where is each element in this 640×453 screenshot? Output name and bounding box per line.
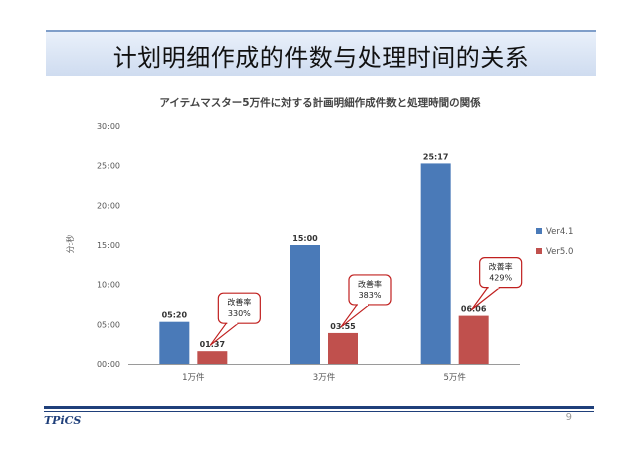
legend-label: Ver4.1 — [546, 227, 573, 237]
callout-box — [479, 257, 523, 289]
y-tick-label: 20:00 — [97, 201, 120, 210]
bar-value-label: 05:20 — [162, 311, 188, 320]
bar — [290, 245, 320, 364]
callout-box — [348, 274, 392, 306]
y-tick-label: 15:00 — [97, 241, 120, 250]
footer-rule-thin — [44, 411, 594, 412]
bar — [197, 351, 228, 364]
callout-text: 330% — [228, 309, 251, 318]
footer-rule-thick — [44, 406, 594, 409]
bar — [458, 315, 489, 364]
bar-value-label: 25:17 — [423, 152, 448, 161]
bar — [159, 321, 190, 364]
improvement-callout: 改善率 330% — [209, 292, 261, 346]
improvement-callout: 改善率 429% — [471, 257, 523, 311]
bar-value-label: 01:37 — [200, 340, 225, 349]
y-axis-label: 分:秒 — [65, 235, 75, 254]
bar-value-label: 03:55 — [330, 322, 356, 331]
callout-box — [217, 292, 261, 324]
callout-text: 改善率 — [227, 297, 251, 307]
callout-text: 改善率 — [489, 262, 513, 272]
brand-logo: TPiCS — [44, 414, 82, 427]
legend-swatch — [536, 228, 542, 234]
x-category-label: 1万件 — [182, 372, 205, 383]
improvement-callout: 改善率 383% — [340, 274, 392, 328]
page-number: 9 — [565, 412, 572, 423]
x-axis: 1万件 3万件 5万件 — [128, 364, 520, 383]
y-tick-label: 30:00 — [97, 122, 120, 131]
callout-text: 429% — [489, 274, 512, 283]
bars: 05:20 15:00 25:17 01:37 03:55 06:06 — [159, 152, 489, 364]
callout-joint — [227, 321, 238, 325]
y-tick-label: 00:00 — [97, 360, 120, 369]
y-tick-label: 10:00 — [97, 281, 120, 290]
slide-title: 计划明细作成的件数与处理时间的关系 — [112, 44, 530, 72]
bar — [420, 163, 451, 364]
callout-joint — [358, 302, 368, 306]
x-category-label: 3万件 — [313, 372, 336, 383]
legend-swatch — [536, 248, 542, 254]
y-axis: 00:00 05:00 10:00 15:00 20:00 25:00 30:00 — [97, 122, 120, 369]
callouts: 改善率 330% 改善率 383% 改善率 429% — [209, 257, 523, 346]
slide-title-bar: 计划明细作成的件数与处理时间的关系 — [46, 30, 596, 76]
y-tick-label: 25:00 — [97, 162, 120, 171]
bar — [328, 332, 358, 364]
bar-value-label: 15:00 — [292, 234, 318, 243]
callout-text: 改善率 — [358, 279, 382, 289]
callout-joint — [488, 285, 499, 289]
legend-label: Ver5.0 — [546, 247, 573, 257]
chart-title: アイテムマスター5万件に対する計画明細作成件数と処理時間の関係 — [159, 96, 481, 109]
legend: Ver4.1 Ver5.0 — [536, 227, 573, 257]
x-category-label: 5万件 — [443, 372, 466, 383]
y-tick-label: 05:00 — [97, 320, 120, 329]
callout-text: 383% — [359, 291, 382, 300]
bar-value-label: 06:06 — [461, 305, 487, 314]
